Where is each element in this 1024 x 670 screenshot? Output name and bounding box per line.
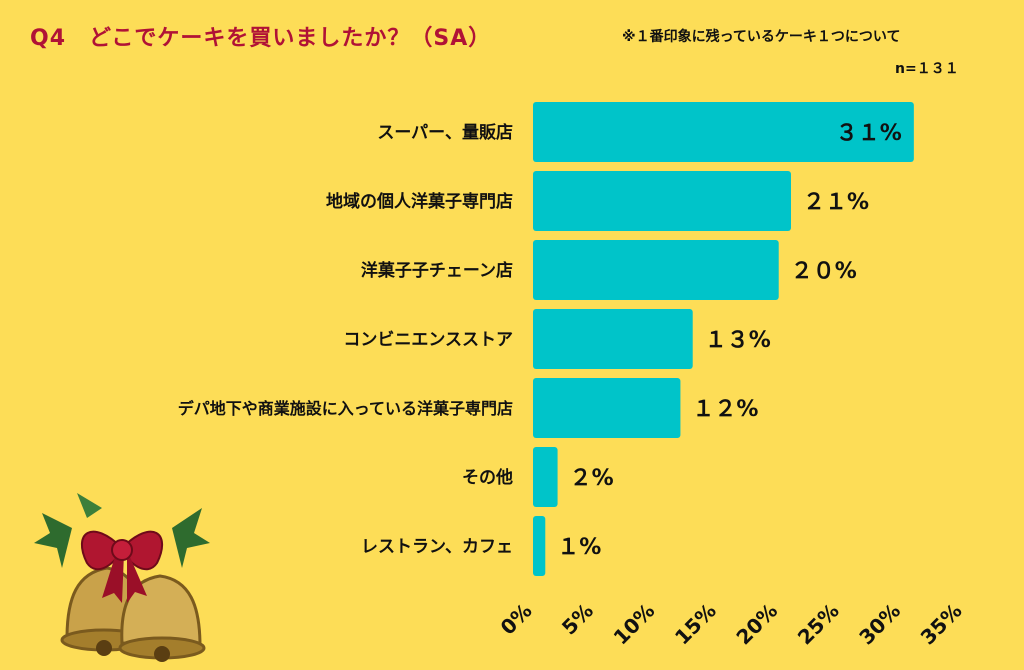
value-label-0: ３１% [836,121,902,146]
bar-5 [533,447,558,507]
tick-label-5: 25% [793,599,844,650]
bar-3 [533,309,693,369]
bar-4 [533,378,681,438]
tick-label-2: 10% [609,599,660,650]
bar-6 [533,516,546,576]
bar-2 [533,240,779,300]
tick-label-0: 0% [496,599,537,640]
category-label-4: デパ地下や商業施設に入っている洋菓子専門店 [178,399,513,418]
tick-label-4: 20% [731,599,782,650]
tick-label-6: 30% [854,599,905,650]
category-label-1: 地域の個人洋菓子専門店 [326,191,513,212]
category-label-3: コンビニエンスストア [343,330,513,350]
sample-size-label: n=１３１ [895,61,959,77]
chart-title: Q4 どこでケーキを買いましたか？（SA） [30,26,492,51]
value-label-5: ２% [570,466,614,491]
value-label-2: ２０% [791,259,857,284]
tick-label-7: 35% [916,599,967,650]
value-label-3: １３% [705,328,771,353]
category-label-5: その他 [462,467,513,488]
value-label-4: １２% [692,397,758,422]
tick-label-1: 5% [557,599,598,640]
value-label-6: １% [557,535,601,560]
christmas-bells-icon [34,493,210,662]
bar-0 [533,102,914,162]
category-label-0: スーパー、量販店 [377,122,513,143]
chart-note: ※１番印象に残っているケーキ１つについて [622,29,901,45]
value-label-1: ２１% [803,190,869,215]
bar-1 [533,171,791,231]
category-label-2: 洋菓子子チェーン店 [361,260,513,281]
category-label-6: レストラン、カフェ [361,537,513,557]
tick-label-3: 15% [670,599,721,650]
